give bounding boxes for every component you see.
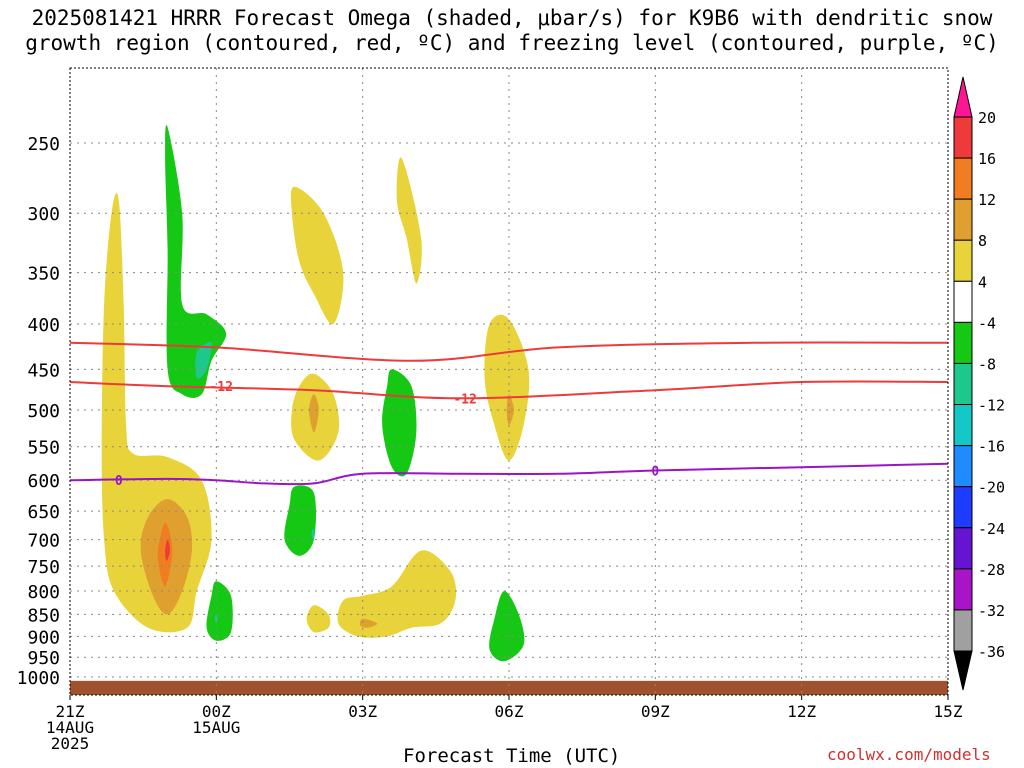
- colorbar-label: -20: [978, 479, 1005, 497]
- contour-lines: [69, 341, 949, 486]
- colorbar-segment: [953, 609, 973, 652]
- omega-region-8: [484, 314, 530, 461]
- colorbar-segment: [953, 404, 973, 447]
- contour-line-1: [69, 380, 949, 400]
- omega-region-4: [290, 186, 344, 325]
- colorbar-segment: [953, 157, 973, 200]
- contour-label: 0: [115, 474, 123, 489]
- colorbar-bottom-arrow: [953, 650, 973, 691]
- title-line-2: growth region (contoured, red, ºC) and f…: [25, 31, 999, 55]
- colorbar-top-arrow: [953, 76, 973, 118]
- colorbar-segment: [953, 445, 973, 488]
- contour-label: -12: [209, 380, 232, 395]
- colorbar-label: 16: [978, 150, 996, 168]
- colorbar-label: -8: [978, 355, 996, 373]
- colorbar-segment: [953, 280, 973, 323]
- omega-region-2: [157, 522, 173, 587]
- omega-region-15: [382, 369, 417, 477]
- y-tick-label: 1000: [17, 668, 60, 689]
- x-tick-label: 15Z: [934, 702, 963, 721]
- y-tick-label: 950: [27, 648, 60, 669]
- source-credit: coolwx.com/models: [827, 745, 991, 764]
- y-tick-label: 350: [27, 264, 60, 285]
- colorbar-segment: [953, 527, 973, 570]
- x-tick-label: 14AUG: [46, 718, 94, 737]
- x-tick-label: 15AUG: [192, 718, 240, 737]
- omega-region-19: [214, 614, 218, 624]
- omega-region-14: [195, 342, 212, 379]
- colorbar-label: -4: [978, 314, 996, 332]
- colorbar-segment: [953, 568, 973, 611]
- y-tick-label: 500: [27, 401, 60, 422]
- colorbar-segment: [953, 198, 973, 241]
- y-tick-label: 850: [27, 605, 60, 626]
- colorbar-segment: [953, 486, 973, 529]
- x-tick-label: 2025: [51, 734, 90, 753]
- chart-title: 2025081421 HRRR Forecast Omega (shaded, …: [0, 6, 1024, 56]
- colorbar-label: -36: [978, 643, 1005, 661]
- contour-line-2: [69, 462, 949, 486]
- omega-region-7: [396, 157, 422, 284]
- colorbar-label: -16: [978, 438, 1005, 456]
- y-tick-label: 800: [27, 582, 60, 603]
- omega-region-6: [309, 394, 319, 433]
- contour-label: 0: [651, 464, 659, 479]
- omega-region-16: [284, 485, 317, 556]
- title-line-1: 2025081421 HRRR Forecast Omega (shaded, …: [31, 6, 993, 30]
- x-tick-label: 03Z: [348, 702, 377, 721]
- omega-region-20: [489, 590, 525, 662]
- x-tick-label: 21Z: [56, 702, 85, 721]
- omega-region-9: [506, 394, 514, 426]
- y-tick-label: 600: [27, 471, 60, 492]
- y-axis-ticks: 2503003504004505005506006507007508008509…: [17, 134, 60, 689]
- colorbar-label: 4: [978, 273, 987, 291]
- colorbar-label: 20: [978, 109, 996, 127]
- colorbar-label: 8: [978, 232, 987, 250]
- omega-region-10: [337, 550, 457, 638]
- y-tick-label: 300: [27, 204, 60, 225]
- colorbar-label: -32: [978, 602, 1005, 620]
- y-tick-label: 400: [27, 315, 60, 336]
- colorbar-segment: [953, 239, 973, 282]
- colorbar-label: -28: [978, 561, 1005, 579]
- y-tick-label: 250: [27, 134, 60, 155]
- colorbar-segment: [953, 362, 973, 406]
- x-tick-label: 06Z: [495, 702, 524, 721]
- x-tick-label: 12Z: [787, 702, 816, 721]
- omega-region-3: [165, 539, 171, 561]
- omega-region-11: [359, 618, 378, 628]
- colorbar: 20 16 12 8 4 -4 -8 -12 -16 -20 -24 -28 -32 -36: [953, 76, 1005, 691]
- y-tick-label: 550: [27, 438, 60, 459]
- colorbar-segment: [953, 321, 973, 364]
- omega-region-13: [165, 124, 227, 398]
- y-tick-label: 450: [27, 360, 60, 381]
- y-tick-label: 650: [27, 502, 60, 523]
- colorbar-label: 12: [978, 191, 996, 209]
- contour-label: -12: [453, 392, 476, 407]
- y-tick-label: 700: [27, 531, 60, 552]
- x-tick-label: 09Z: [641, 702, 670, 721]
- contour-line-0: [69, 341, 949, 362]
- y-tick-label: 750: [27, 557, 60, 578]
- omega-region-17: [311, 528, 315, 540]
- colorbar-label: -12: [978, 397, 1005, 415]
- ground-bar: [70, 680, 948, 695]
- contour-labels: -12 -12 0 0: [115, 380, 660, 489]
- x-tick-label: 00Z: [202, 702, 231, 721]
- colorbar-label: -24: [978, 520, 1005, 538]
- y-tick-label: 900: [27, 627, 60, 648]
- omega-region-18: [206, 581, 233, 641]
- ground-surface: [70, 680, 948, 695]
- colorbar-segment: [953, 116, 973, 159]
- omega-region-12: [306, 605, 331, 633]
- x-axis-label: Forecast Time (UTC): [403, 745, 621, 767]
